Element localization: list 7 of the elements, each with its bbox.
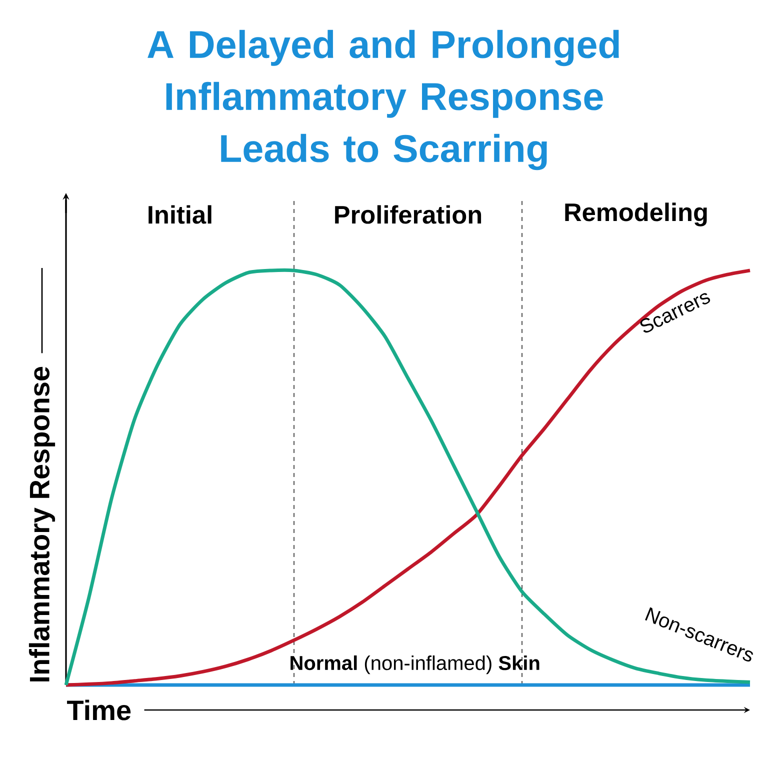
x-axis-title: Time [67, 700, 131, 720]
text: Remodeling [565, 202, 707, 226]
series-label: Normal (non-inflamed) Skin [290, 655, 540, 674]
chart-title: A Delayed and Prolonged Inflammatory Response Leads to Scarring [148, 30, 619, 170]
text: Proliferation [335, 205, 482, 224]
text: Initial [148, 205, 212, 224]
y-axis-title: Inflammatory Response [28, 366, 56, 682]
